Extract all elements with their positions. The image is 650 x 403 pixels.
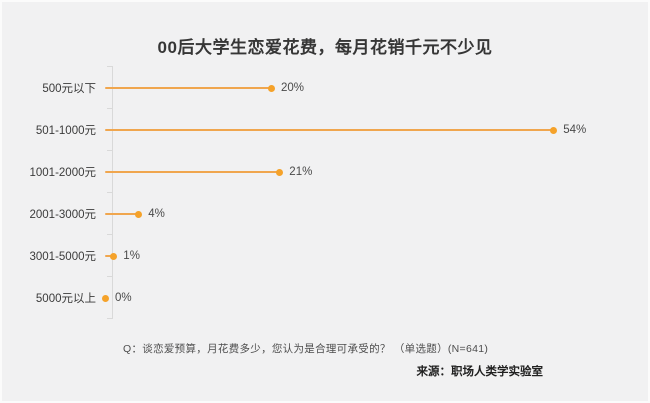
- source-credit: 来源：职场人类学实验室: [416, 366, 544, 378]
- lollipop-plot: 20%: [105, 82, 650, 94]
- chart-row: 5000元以上 0%: [0, 277, 650, 319]
- category-label: 1001-2000元: [29, 167, 97, 179]
- chart-row: 2001-3000元 4%: [0, 193, 650, 235]
- chart-title: 00后大学生恋爱花费，每月花销千元不少见: [157, 38, 493, 57]
- lollipop-line: [105, 87, 271, 89]
- value-label: 1%: [123, 250, 140, 262]
- lollipop-dot: [550, 126, 558, 134]
- category-label: 500元以下: [42, 83, 96, 95]
- chart-row: 3001-5000元 1%: [0, 235, 650, 277]
- axis-tick: [107, 192, 112, 193]
- chart-row: 500元以下 20%: [0, 67, 650, 109]
- axis-tick: [107, 150, 112, 151]
- lollipop-plot: 21%: [105, 166, 650, 178]
- axis-tick: [107, 108, 112, 109]
- survey-question-note: Q：谈恋爱预算，月花费多少，您认为是合理可承受的？ （单选题）(N=641): [123, 343, 489, 355]
- category-label: 2001-3000元: [29, 209, 97, 221]
- value-label: 54%: [563, 124, 587, 136]
- axis-tick: [107, 276, 112, 277]
- lollipop-dot: [276, 168, 284, 176]
- category-label: 3001-5000元: [29, 251, 97, 263]
- axis-tick: [107, 318, 112, 319]
- lollipop-plot: 1%: [105, 250, 650, 262]
- lollipop-dot: [102, 294, 109, 302]
- category-label: 5000元以上: [35, 293, 96, 305]
- lollipop-plot: 0%: [102, 292, 650, 304]
- lollipop-plot: 4%: [105, 208, 650, 220]
- axis-tick: [107, 66, 112, 67]
- lollipop-line: [105, 213, 139, 215]
- lollipop-line: [105, 255, 114, 257]
- lollipop-dot: [110, 252, 118, 260]
- lollipop-line: [105, 129, 554, 131]
- value-label: 4%: [148, 208, 165, 220]
- value-label: 0%: [115, 292, 132, 304]
- category-label: 501-1000元: [35, 125, 96, 137]
- axis-tick: [107, 234, 112, 235]
- lollipop-line: [105, 171, 280, 173]
- y-axis-line: [112, 66, 113, 319]
- lollipop-plot: 54%: [105, 124, 650, 136]
- chart-row: 501-1000元 54%: [0, 109, 650, 151]
- chart-rows: 500元以下 20% 501-1000元 54% 1001-2000元 21% …: [0, 67, 650, 319]
- lollipop-dot: [268, 84, 275, 92]
- value-label: 21%: [289, 166, 313, 178]
- value-label: 20%: [281, 82, 305, 94]
- chart-row: 1001-2000元 21%: [0, 151, 650, 193]
- lollipop-dot: [135, 210, 143, 218]
